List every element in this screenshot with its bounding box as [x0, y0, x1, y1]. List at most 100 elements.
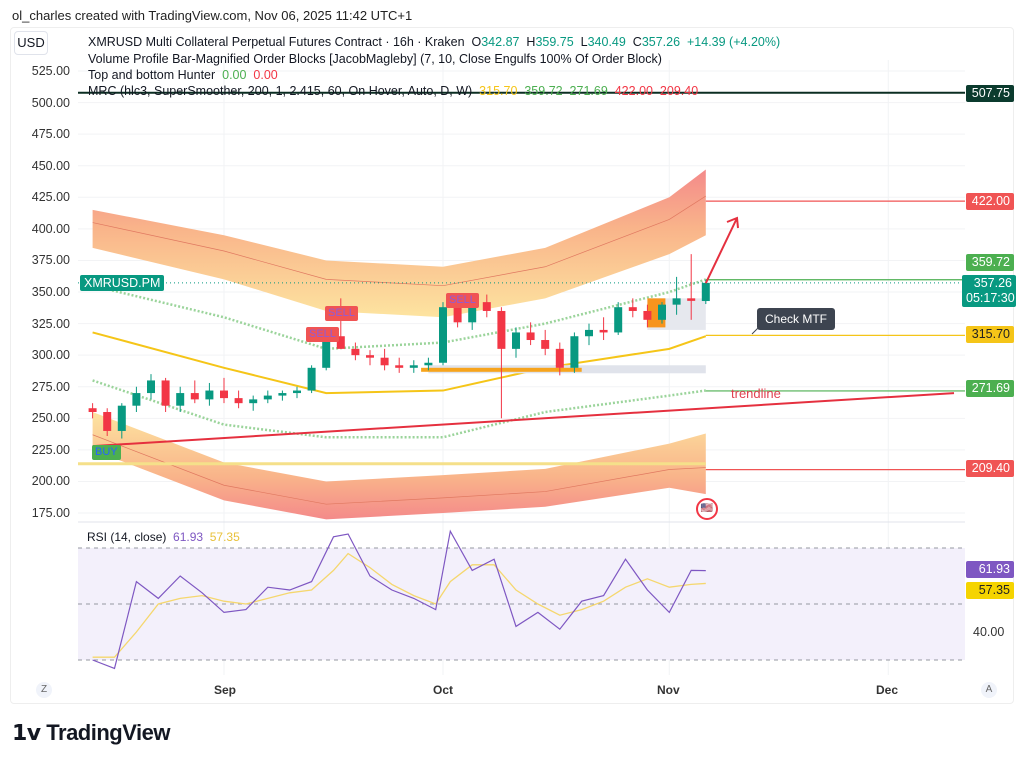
- candle-body: [147, 380, 155, 394]
- indicator-name: Top and bottom Hunter: [88, 68, 216, 82]
- candle-body: [190, 393, 199, 400]
- price-tag-315: 315.70: [966, 326, 1014, 343]
- rsi-legend[interactable]: RSI (14, close) 61.93 57.35: [87, 530, 240, 544]
- candle-body: [512, 332, 520, 349]
- rsi-ma-line: [92, 552, 706, 658]
- rsi-ma-value: 57.35: [209, 530, 240, 544]
- candle-body: [395, 365, 404, 368]
- trendline-label: trendline: [731, 386, 781, 401]
- indicator-value: 359.72: [524, 84, 563, 98]
- symbol-label: XMRUSD.PM: [80, 275, 165, 291]
- candle-body: [599, 329, 608, 333]
- price-tag-271: 271.69: [966, 380, 1014, 397]
- projection-arrow: [704, 216, 739, 284]
- price-axis-tick: 200.00: [31, 474, 70, 489]
- candle-body: [220, 390, 228, 399]
- brand-name: TradingView: [46, 720, 170, 745]
- candle-body: [293, 390, 301, 394]
- trendline: [92, 392, 955, 448]
- candle-body: [176, 393, 185, 406]
- us-flag-event-icon[interactable]: 🇺🇸: [696, 498, 718, 520]
- currency-button[interactable]: USD: [14, 31, 48, 55]
- x-label-oct: Oct: [433, 683, 454, 697]
- indicator-value: 315.70: [479, 84, 518, 98]
- price-axis-tick: 300.00: [31, 348, 70, 363]
- indicator-name: MRC (hlc3, SuperSmoother, 200, 1, 2.415,…: [88, 84, 473, 98]
- price-axis-tick: 525.00: [31, 64, 70, 78]
- tradingview-logo-icon: 𝟭𝘃: [12, 720, 41, 745]
- bar-countdown: 05:17:30: [966, 291, 1015, 305]
- indicator-value: 209.40: [659, 84, 699, 98]
- price-axis-tick: 375.00: [31, 253, 70, 268]
- indicator-order-blocks[interactable]: Volume Profile Bar-Magnified Order Block…: [88, 52, 662, 66]
- last-price: 357.26: [973, 276, 1012, 290]
- candle-body: [88, 408, 97, 413]
- price-tag-507: 507.75: [966, 85, 1014, 102]
- price-tag-209: 209.40: [966, 460, 1014, 477]
- price-axis-tick: 475.00: [31, 127, 70, 142]
- mrc-lower-dotted: [92, 379, 706, 439]
- zoom-reset-button[interactable]: Z: [36, 682, 52, 698]
- candle-body: [132, 393, 141, 406]
- x-label-sep: Sep: [214, 683, 237, 697]
- indicator-value: 271.69: [569, 84, 608, 98]
- auto-scale-button[interactable]: A: [981, 682, 997, 698]
- price-axis-tick: 325.00: [31, 316, 70, 331]
- candle-body: [687, 298, 696, 301]
- check-mtf-callout[interactable]: Check MTF: [757, 308, 836, 330]
- candle-body: [117, 405, 126, 431]
- tradingview-logo[interactable]: 𝟭𝘃 TradingView: [12, 720, 170, 746]
- candle-body: [497, 310, 506, 349]
- chart-frame: [10, 27, 1014, 704]
- close-value: 357.26: [641, 35, 681, 49]
- high-value: 359.75: [535, 35, 574, 49]
- mrc-lower-band: [92, 412, 706, 520]
- candle-body: [263, 395, 272, 400]
- symbol-legend: XMRUSD Multi Collateral Perpetual Future…: [88, 35, 780, 49]
- rsi-value: 61.93: [173, 530, 204, 544]
- last-price-tag: 357.26 05:17:30: [962, 275, 1016, 307]
- candle-body: [526, 332, 535, 341]
- price-tag-359: 359.72: [966, 254, 1014, 271]
- low-value: 340.49: [587, 35, 626, 49]
- price-axis-tick: 400.00: [31, 221, 70, 236]
- candle-body: [701, 282, 710, 302]
- price-tag-422: 422.00: [966, 193, 1014, 210]
- candle-body: [103, 412, 112, 431]
- open-label: O: [471, 35, 482, 49]
- close-label: C: [632, 35, 642, 49]
- mrc-upper-band: [92, 169, 706, 318]
- candle-body: [351, 348, 360, 356]
- candle-body: [672, 298, 681, 305]
- mrc-lower-mid: [92, 434, 706, 505]
- sell-signal: SELL: [325, 306, 358, 321]
- mrc-upper-mid: [92, 195, 706, 287]
- candle-body: [453, 307, 462, 323]
- candle-body: [322, 336, 331, 368]
- price-axis-tick: 275.00: [31, 379, 70, 394]
- indicator-top-bottom-hunter[interactable]: Top and bottom Hunter 0.00 0.00: [88, 68, 278, 82]
- price-axis-tick: 250.00: [31, 411, 70, 426]
- rsi-line: [92, 529, 706, 670]
- price-axis-tick: 350.00: [31, 284, 70, 299]
- candle-body: [249, 399, 258, 404]
- candle-body: [482, 302, 491, 311]
- candle-body: [541, 340, 550, 349]
- indicator-mrc[interactable]: MRC (hlc3, SuperSmoother, 200, 1, 2.415,…: [88, 84, 698, 98]
- price-axis-tick: 425.00: [31, 190, 70, 205]
- candle-body: [366, 355, 374, 358]
- candle-body: [555, 348, 564, 368]
- candle-body: [614, 307, 623, 333]
- candle-body: [628, 307, 637, 311]
- candle-body: [409, 365, 418, 368]
- indicator-value: 0.00: [222, 68, 247, 82]
- rsi-value-tag: 61.93: [966, 561, 1014, 578]
- candle-body: [643, 310, 652, 320]
- candle-body: [278, 393, 287, 396]
- price-axis-tick: 500.00: [31, 95, 70, 110]
- open-value: 342.87: [481, 35, 520, 49]
- indicator-value: 0.00: [253, 68, 278, 82]
- candle-body: [380, 357, 389, 366]
- price-axis-tick: 175.00: [31, 505, 70, 520]
